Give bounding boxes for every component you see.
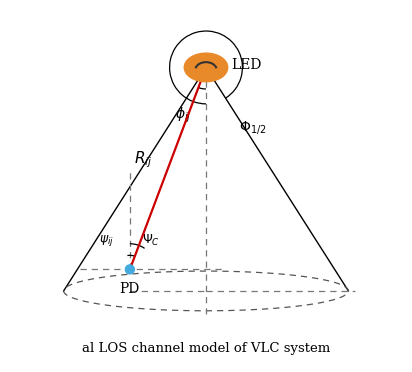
Text: PD: PD xyxy=(120,282,140,296)
Text: $\phi_{ij}$: $\phi_{ij}$ xyxy=(175,106,191,125)
Text: $\Psi_C$: $\Psi_C$ xyxy=(143,233,160,248)
Ellipse shape xyxy=(185,53,227,81)
Text: $R_{ij}$: $R_{ij}$ xyxy=(134,150,152,170)
Text: al LOS channel model of VLC system: al LOS channel model of VLC system xyxy=(82,343,330,356)
Circle shape xyxy=(125,265,134,274)
Text: $\psi_{ij}$: $\psi_{ij}$ xyxy=(99,233,114,248)
Text: LED: LED xyxy=(231,58,261,72)
Text: $\Phi_{1/2}$: $\Phi_{1/2}$ xyxy=(239,119,267,136)
